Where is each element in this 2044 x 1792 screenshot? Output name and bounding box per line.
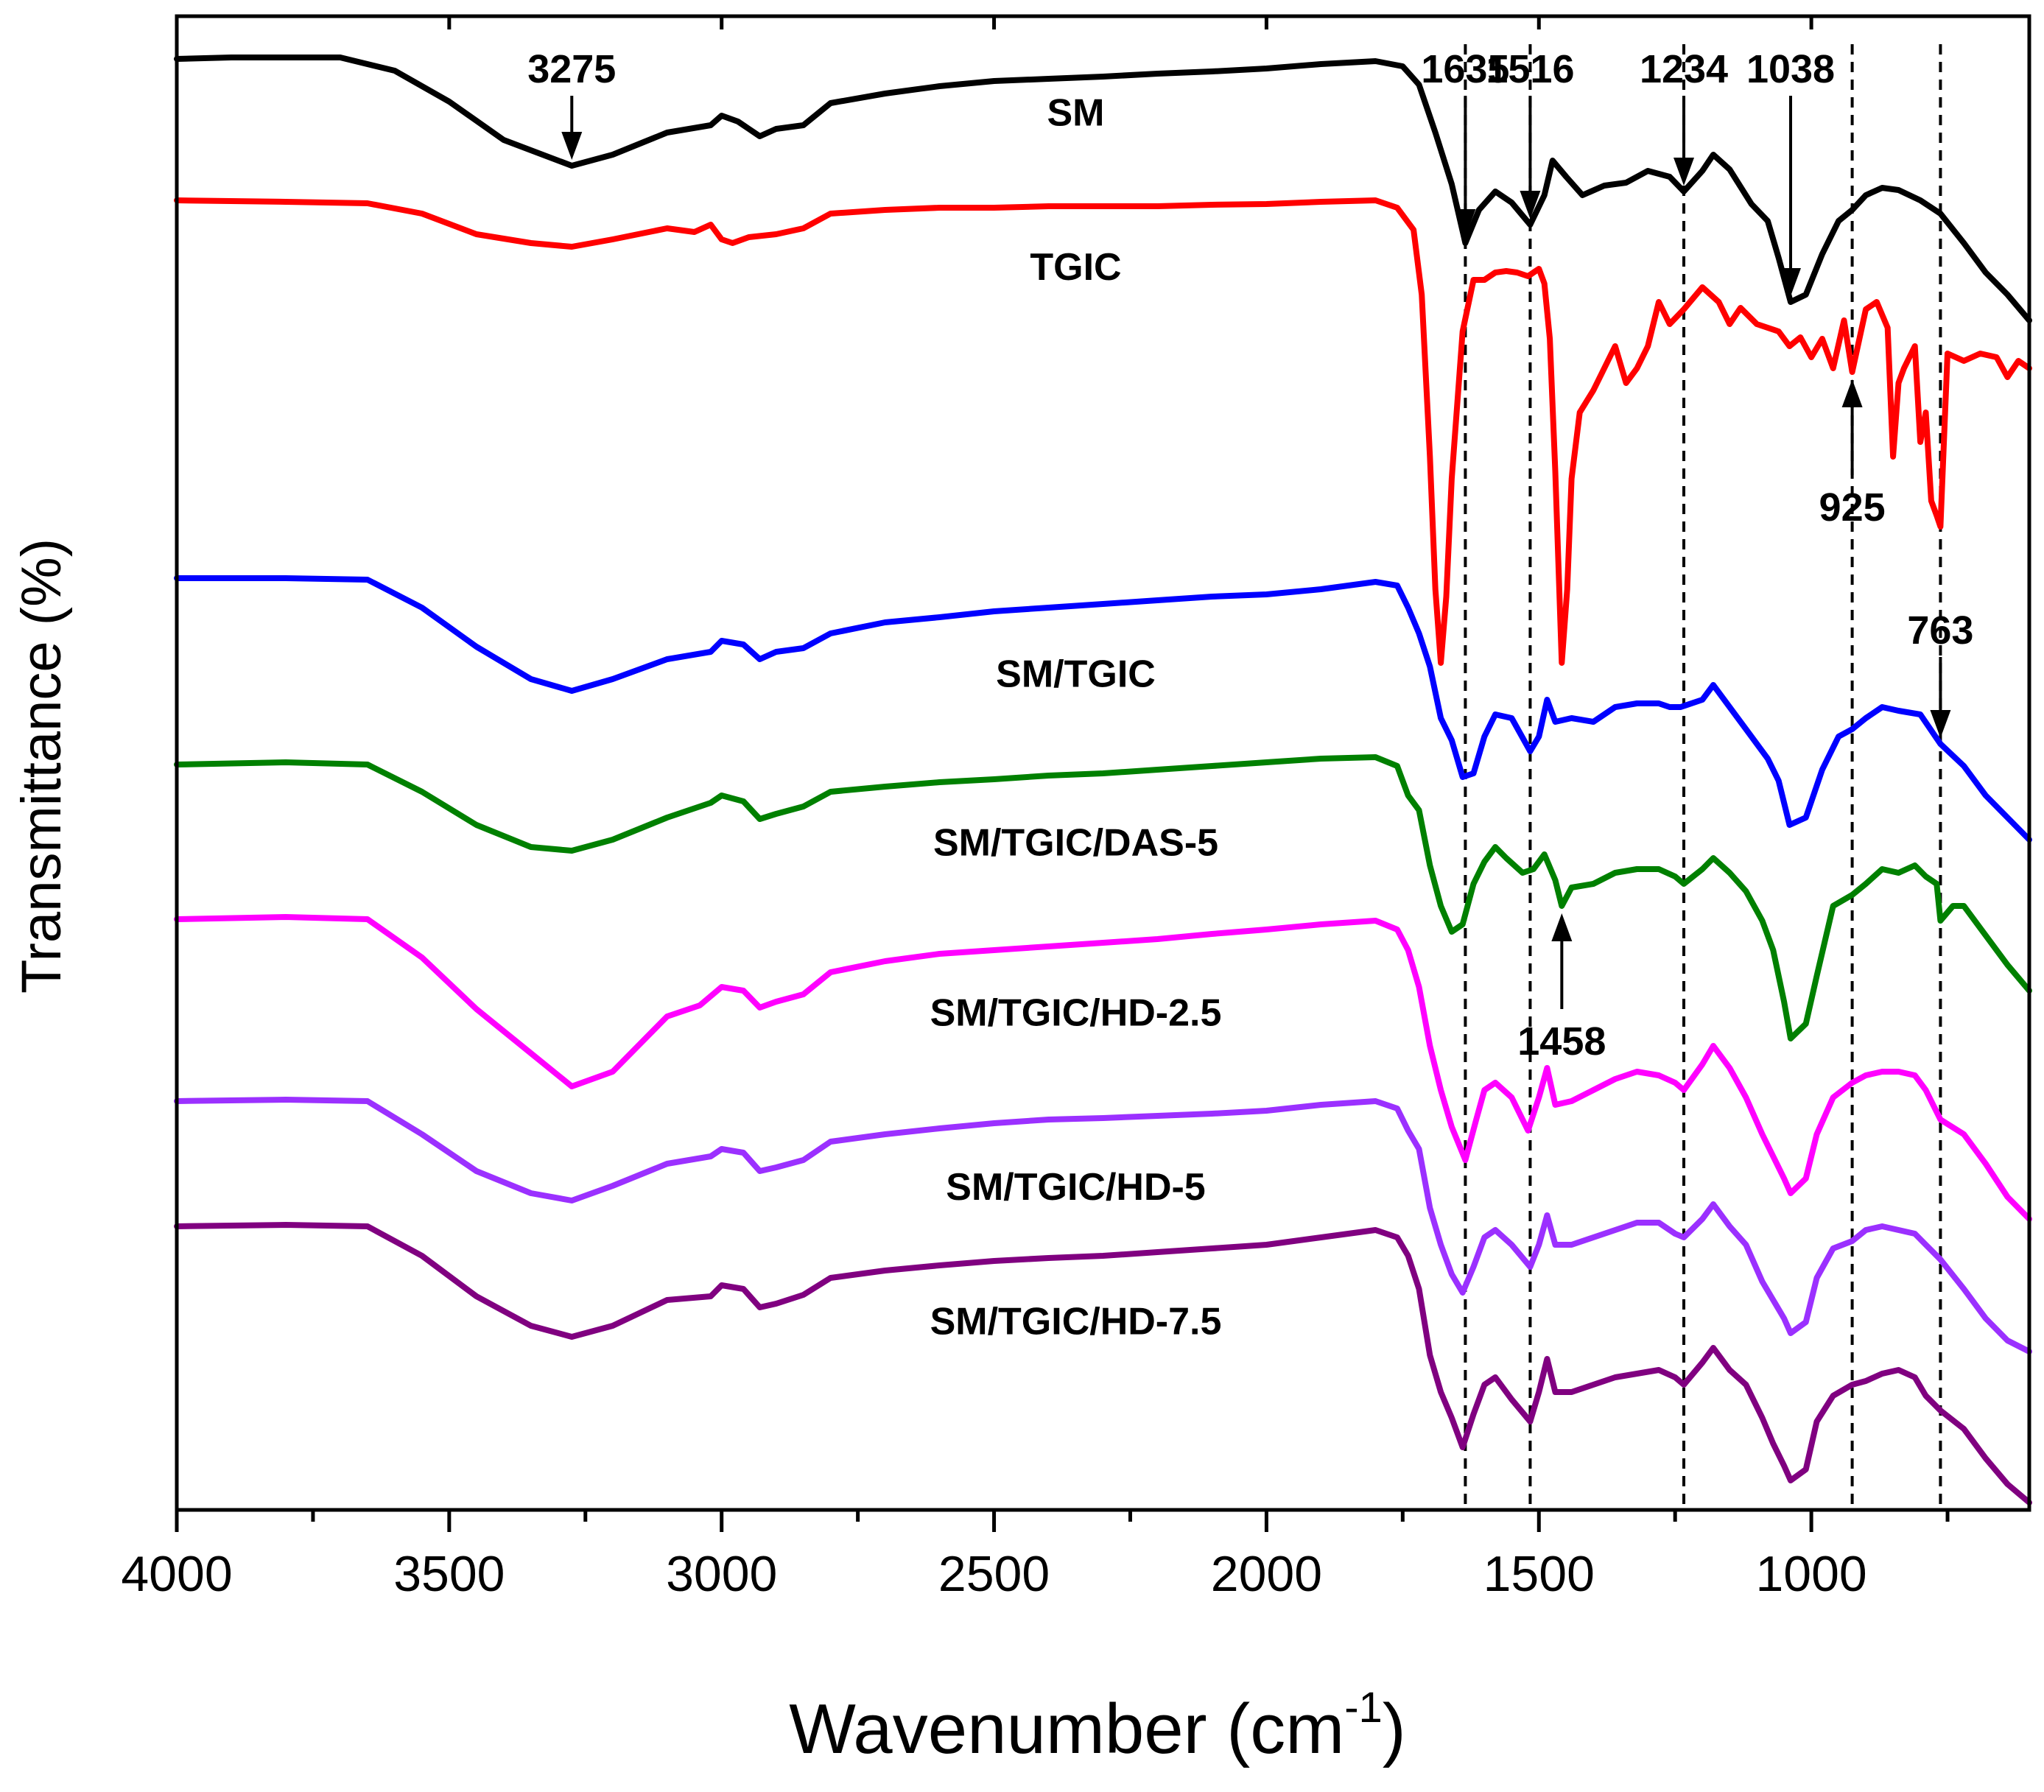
reference-lines xyxy=(1464,44,1942,1510)
peak-label-1516: 1516 xyxy=(1486,47,1574,91)
peak-arrow-head xyxy=(1780,268,1802,296)
x-tick-label: 2500 xyxy=(938,1546,1050,1602)
series-line-sm xyxy=(174,55,2032,323)
x-axis-title-sup: -1 xyxy=(1344,1684,1383,1732)
x-axis-title: Wavenumber (cm-1) xyxy=(789,1684,1405,1768)
series-labels: SM TGIC SM/TGIC SM/TGIC/DAS-5 SM/TGIC/HD-2.5… xyxy=(930,92,1222,1343)
peak-arrow-head xyxy=(1841,379,1863,407)
series-line-sm-tgic-das-5 xyxy=(174,754,2032,1041)
x-tick-label: 3000 xyxy=(666,1546,777,1602)
peak-label-1234: 1234 xyxy=(1640,47,1728,91)
peak-arrow-head xyxy=(1930,710,1951,738)
x-axis-ticks: 4000 3500 3000 2500 2000 1500 1000 xyxy=(121,16,1950,1602)
peak-arrow-head xyxy=(1551,913,1573,941)
peak-label-763: 763 xyxy=(1907,608,1973,653)
y-axis-title: Transmittance (%) xyxy=(10,538,73,994)
peak-label-1458: 1458 xyxy=(1517,1019,1606,1064)
series-label: SM/TGIC/HD-2.5 xyxy=(930,992,1222,1035)
series-line-sm-tgic-hd-5 xyxy=(174,1097,2032,1354)
series-layer xyxy=(174,55,2032,1505)
x-tick-label: 2000 xyxy=(1211,1546,1322,1602)
series-line-tgic xyxy=(174,197,2032,666)
x-axis-title-close: ) xyxy=(1383,1690,1406,1768)
x-tick-label: 4000 xyxy=(121,1546,232,1602)
peak-arrow-head xyxy=(1674,158,1695,186)
series-line-sm-tgic-hd-7-5 xyxy=(174,1222,2032,1505)
peak-label-1635: 1635 xyxy=(1421,47,1509,91)
series-line-sm-tgic xyxy=(174,575,2032,843)
x-tick-label: 3500 xyxy=(393,1546,505,1602)
series-label: SM xyxy=(1047,92,1105,135)
series-label: SM/TGIC xyxy=(996,653,1156,696)
peak-label-3275: 3275 xyxy=(527,47,616,91)
series-label: SM/TGIC/HD-5 xyxy=(946,1166,1205,1209)
peak-arrow-head xyxy=(561,132,583,160)
series-label: SM/TGIC/HD-7.5 xyxy=(930,1301,1222,1343)
peak-arrow-head xyxy=(1455,209,1476,237)
x-axis-title-main: Wavenumber (cm xyxy=(789,1690,1344,1768)
peak-label-925: 925 xyxy=(1819,485,1886,530)
peak-arrow-head xyxy=(1520,191,1541,219)
series-label: SM/TGIC/DAS-5 xyxy=(933,822,1218,865)
plot-frame xyxy=(175,14,2031,1512)
peak-label-1038: 1038 xyxy=(1746,47,1835,91)
series-line-sm-tgic-hd-2-5 xyxy=(174,914,2032,1222)
x-tick-label: 1000 xyxy=(1755,1546,1866,1602)
series-label: TGIC xyxy=(1030,246,1121,289)
x-tick-label: 1500 xyxy=(1483,1546,1595,1602)
